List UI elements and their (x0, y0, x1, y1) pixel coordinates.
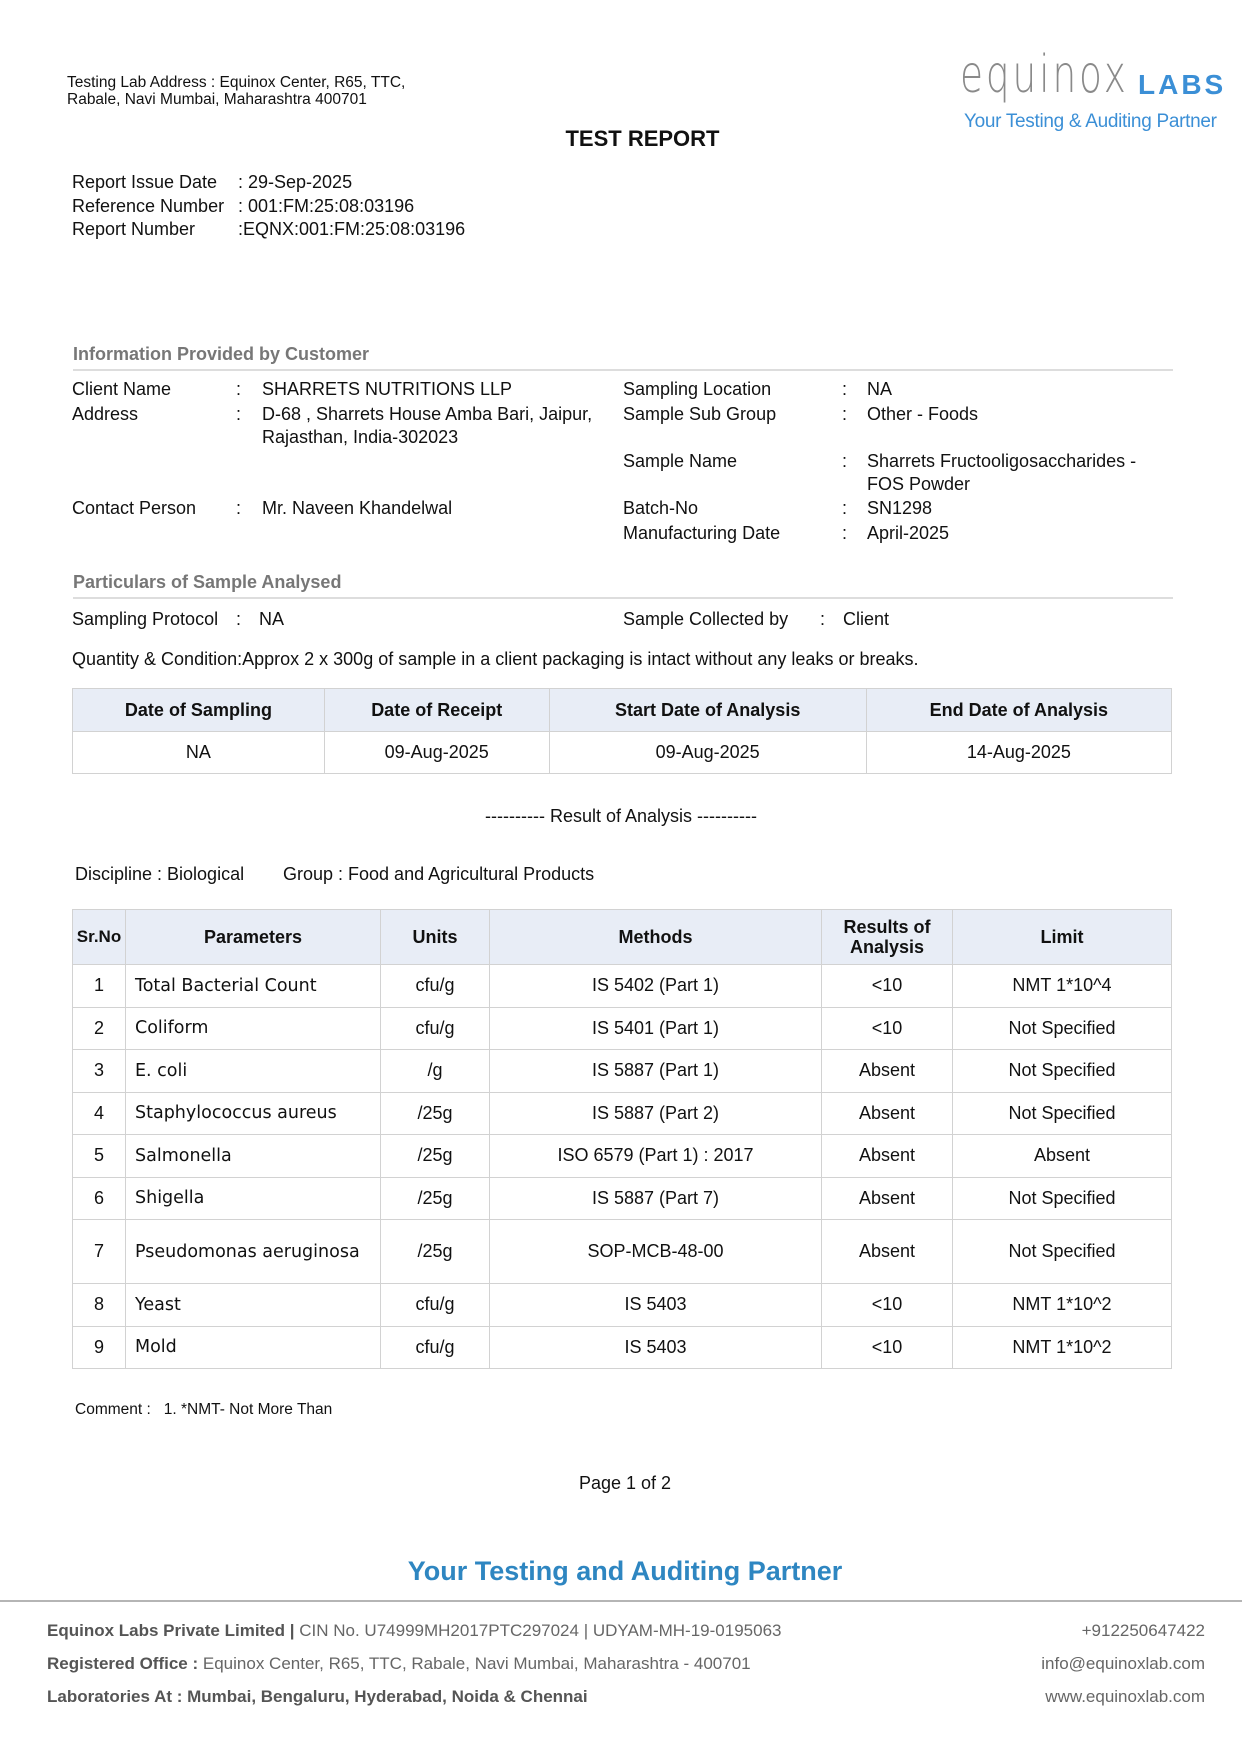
footer-company: Equinox Labs Private Limited | CIN No. U… (47, 1621, 782, 1640)
table-cell: Not Specified (952, 1049, 1172, 1093)
report-info: Report Issue Date: 29-Sep-2025 Reference… (72, 172, 466, 239)
customer-heading: Information Provided by Customer (73, 344, 1173, 371)
results-header: Methods (489, 909, 822, 965)
table-cell: Pseudomonas aeruginosa (125, 1219, 381, 1284)
table-cell: 2 (72, 1006, 126, 1050)
results-header: Parameters (125, 909, 381, 965)
table-cell: Not Specified (952, 1091, 1172, 1135)
table-cell: 9 (72, 1325, 126, 1369)
table-cell: Not Specified (952, 1219, 1172, 1284)
table-cell: Absent (821, 1049, 953, 1093)
equinox-logo: equinox LABS Your Testing & Auditing Par… (960, 45, 1227, 132)
table-cell: cfu/g (380, 1006, 490, 1050)
table-cell: 7 (72, 1219, 126, 1284)
table-cell: 5 (72, 1134, 126, 1178)
table-cell: Not Specified (952, 1006, 1172, 1050)
particulars-heading: Particulars of Sample Analysed (73, 572, 1173, 599)
table-cell: /25g (380, 1091, 490, 1135)
table-cell: <10 (821, 1006, 953, 1050)
lab-address: Testing Lab Address : Equinox Center, R6… (67, 74, 406, 108)
table-cell: Absent (821, 1176, 953, 1220)
results-header: Results of Analysis (821, 909, 953, 965)
page-title: TEST REPORT (565, 126, 720, 151)
comment: Comment : 1. *NMT- Not More Than (75, 1401, 333, 1418)
discipline: Discipline : Biological (75, 864, 245, 884)
results-header: Sr.No (72, 909, 126, 965)
table-cell: Coliform (125, 1006, 381, 1050)
table-cell: Mold (125, 1325, 381, 1369)
table-cell: /g (380, 1049, 490, 1093)
table-cell: 1 (72, 964, 126, 1008)
table-row: 4 Staphylococcus aureus/25g IS 5887 (Part … (72, 1091, 1172, 1135)
tagline: Your Testing and Auditing Partner (407, 1556, 843, 1586)
page-number: Page 1 of 2 (578, 1473, 672, 1493)
table-row: 8 Yeast cfu/g IS 5403 <10 NMT 1*10^2 (72, 1283, 1172, 1327)
footer-phone: +912250647422 (1081, 1621, 1205, 1640)
table-cell: Absent (821, 1091, 953, 1135)
table-cell: <10 (821, 1283, 953, 1327)
table-cell: Absent (952, 1134, 1172, 1178)
result-heading: ---------- Result of Analysis ---------- (485, 806, 757, 826)
results-header: Units (380, 909, 490, 965)
table-cell: /25g (380, 1134, 490, 1178)
table-cell: IS 5403 (489, 1283, 822, 1327)
footer-divider (0, 1600, 1242, 1602)
table-cell: 8 (72, 1283, 126, 1327)
table-cell: cfu/g (380, 964, 490, 1008)
table-row: 9 Mold cfu/g IS 5403 <10 NMT 1*10^2 (72, 1325, 1172, 1369)
table-cell: <10 (821, 964, 953, 1008)
table-cell: ISO 6579 (Part 1) : 2017 (489, 1134, 822, 1178)
results-header: Limit (952, 909, 1172, 965)
table-row: 7 Pseudomonas aeruginosa/25g SOP-MCB-48-00… (72, 1219, 1172, 1284)
table-cell: IS 5401 (Part 1) (489, 1006, 822, 1050)
table-row: 2 Coliform cfu/g IS 5401 (Part 1) <10 Not Spe… (72, 1006, 1172, 1050)
table-cell: Salmonella (125, 1134, 381, 1178)
dates-table: Date of Sampling Date of Receipt Start Dat… (72, 688, 1173, 774)
footer-labs: Laboratories At : Mumbai, Bengaluru, Hyd… (47, 1687, 588, 1706)
table-cell: Absent (821, 1219, 953, 1284)
table-cell: Shigella (125, 1176, 381, 1220)
table-cell: /25g (380, 1219, 490, 1284)
table-cell: Not Specified (952, 1176, 1172, 1220)
footer-website[interactable]: www.equinoxlab.com (1045, 1687, 1205, 1706)
table-cell: IS 5887 (Part 2) (489, 1091, 822, 1135)
table-cell: NMT 1*10^2 (952, 1283, 1172, 1327)
table-cell: NMT 1*10^4 (952, 964, 1172, 1008)
table-cell: Yeast (125, 1283, 381, 1327)
table-row: 3 E. coli/g IS 5887 (Part 1) Absent Not Spec… (72, 1049, 1172, 1093)
table-cell: NMT 1*10^2 (952, 1325, 1172, 1369)
footer-office: Registered Office : Equinox Center, R65,… (47, 1654, 751, 1673)
table-row: 6 Shigella/25g IS 5887 (Part 7) Absent Not S… (72, 1176, 1172, 1220)
group: Group : Food and Agricultural Products (283, 864, 595, 884)
table-cell: Staphylococcus aureus (125, 1091, 381, 1135)
table-cell: IS 5402 (Part 1) (489, 964, 822, 1008)
table-cell: 6 (72, 1176, 126, 1220)
table-cell: 3 (72, 1049, 126, 1093)
table-cell: /25g (380, 1176, 490, 1220)
table-cell: IS 5403 (489, 1325, 822, 1369)
table-cell: IS 5887 (Part 1) (489, 1049, 822, 1093)
table-cell: cfu/g (380, 1325, 490, 1369)
table-cell: 4 (72, 1091, 126, 1135)
table-cell: <10 (821, 1325, 953, 1369)
table-cell: cfu/g (380, 1283, 490, 1327)
table-cell: IS 5887 (Part 7) (489, 1176, 822, 1220)
footer-email[interactable]: info@equinoxlab.com (1041, 1654, 1205, 1673)
table-cell: Absent (821, 1134, 953, 1178)
table-cell: E. coli (125, 1049, 381, 1093)
table-cell: Total Bacterial Count (125, 964, 381, 1008)
table-row: 5 Salmonella/25g ISO 6579 (Part 1) : 2017 A… (72, 1134, 1172, 1178)
table-cell: SOP-MCB-48-00 (489, 1219, 822, 1284)
results-table: Sr.No Parameters Units Methods Results of An… (72, 909, 1172, 1369)
table-row: 1 Total Bacterial Count cfu/g IS 5402 (Part… (72, 964, 1172, 1008)
